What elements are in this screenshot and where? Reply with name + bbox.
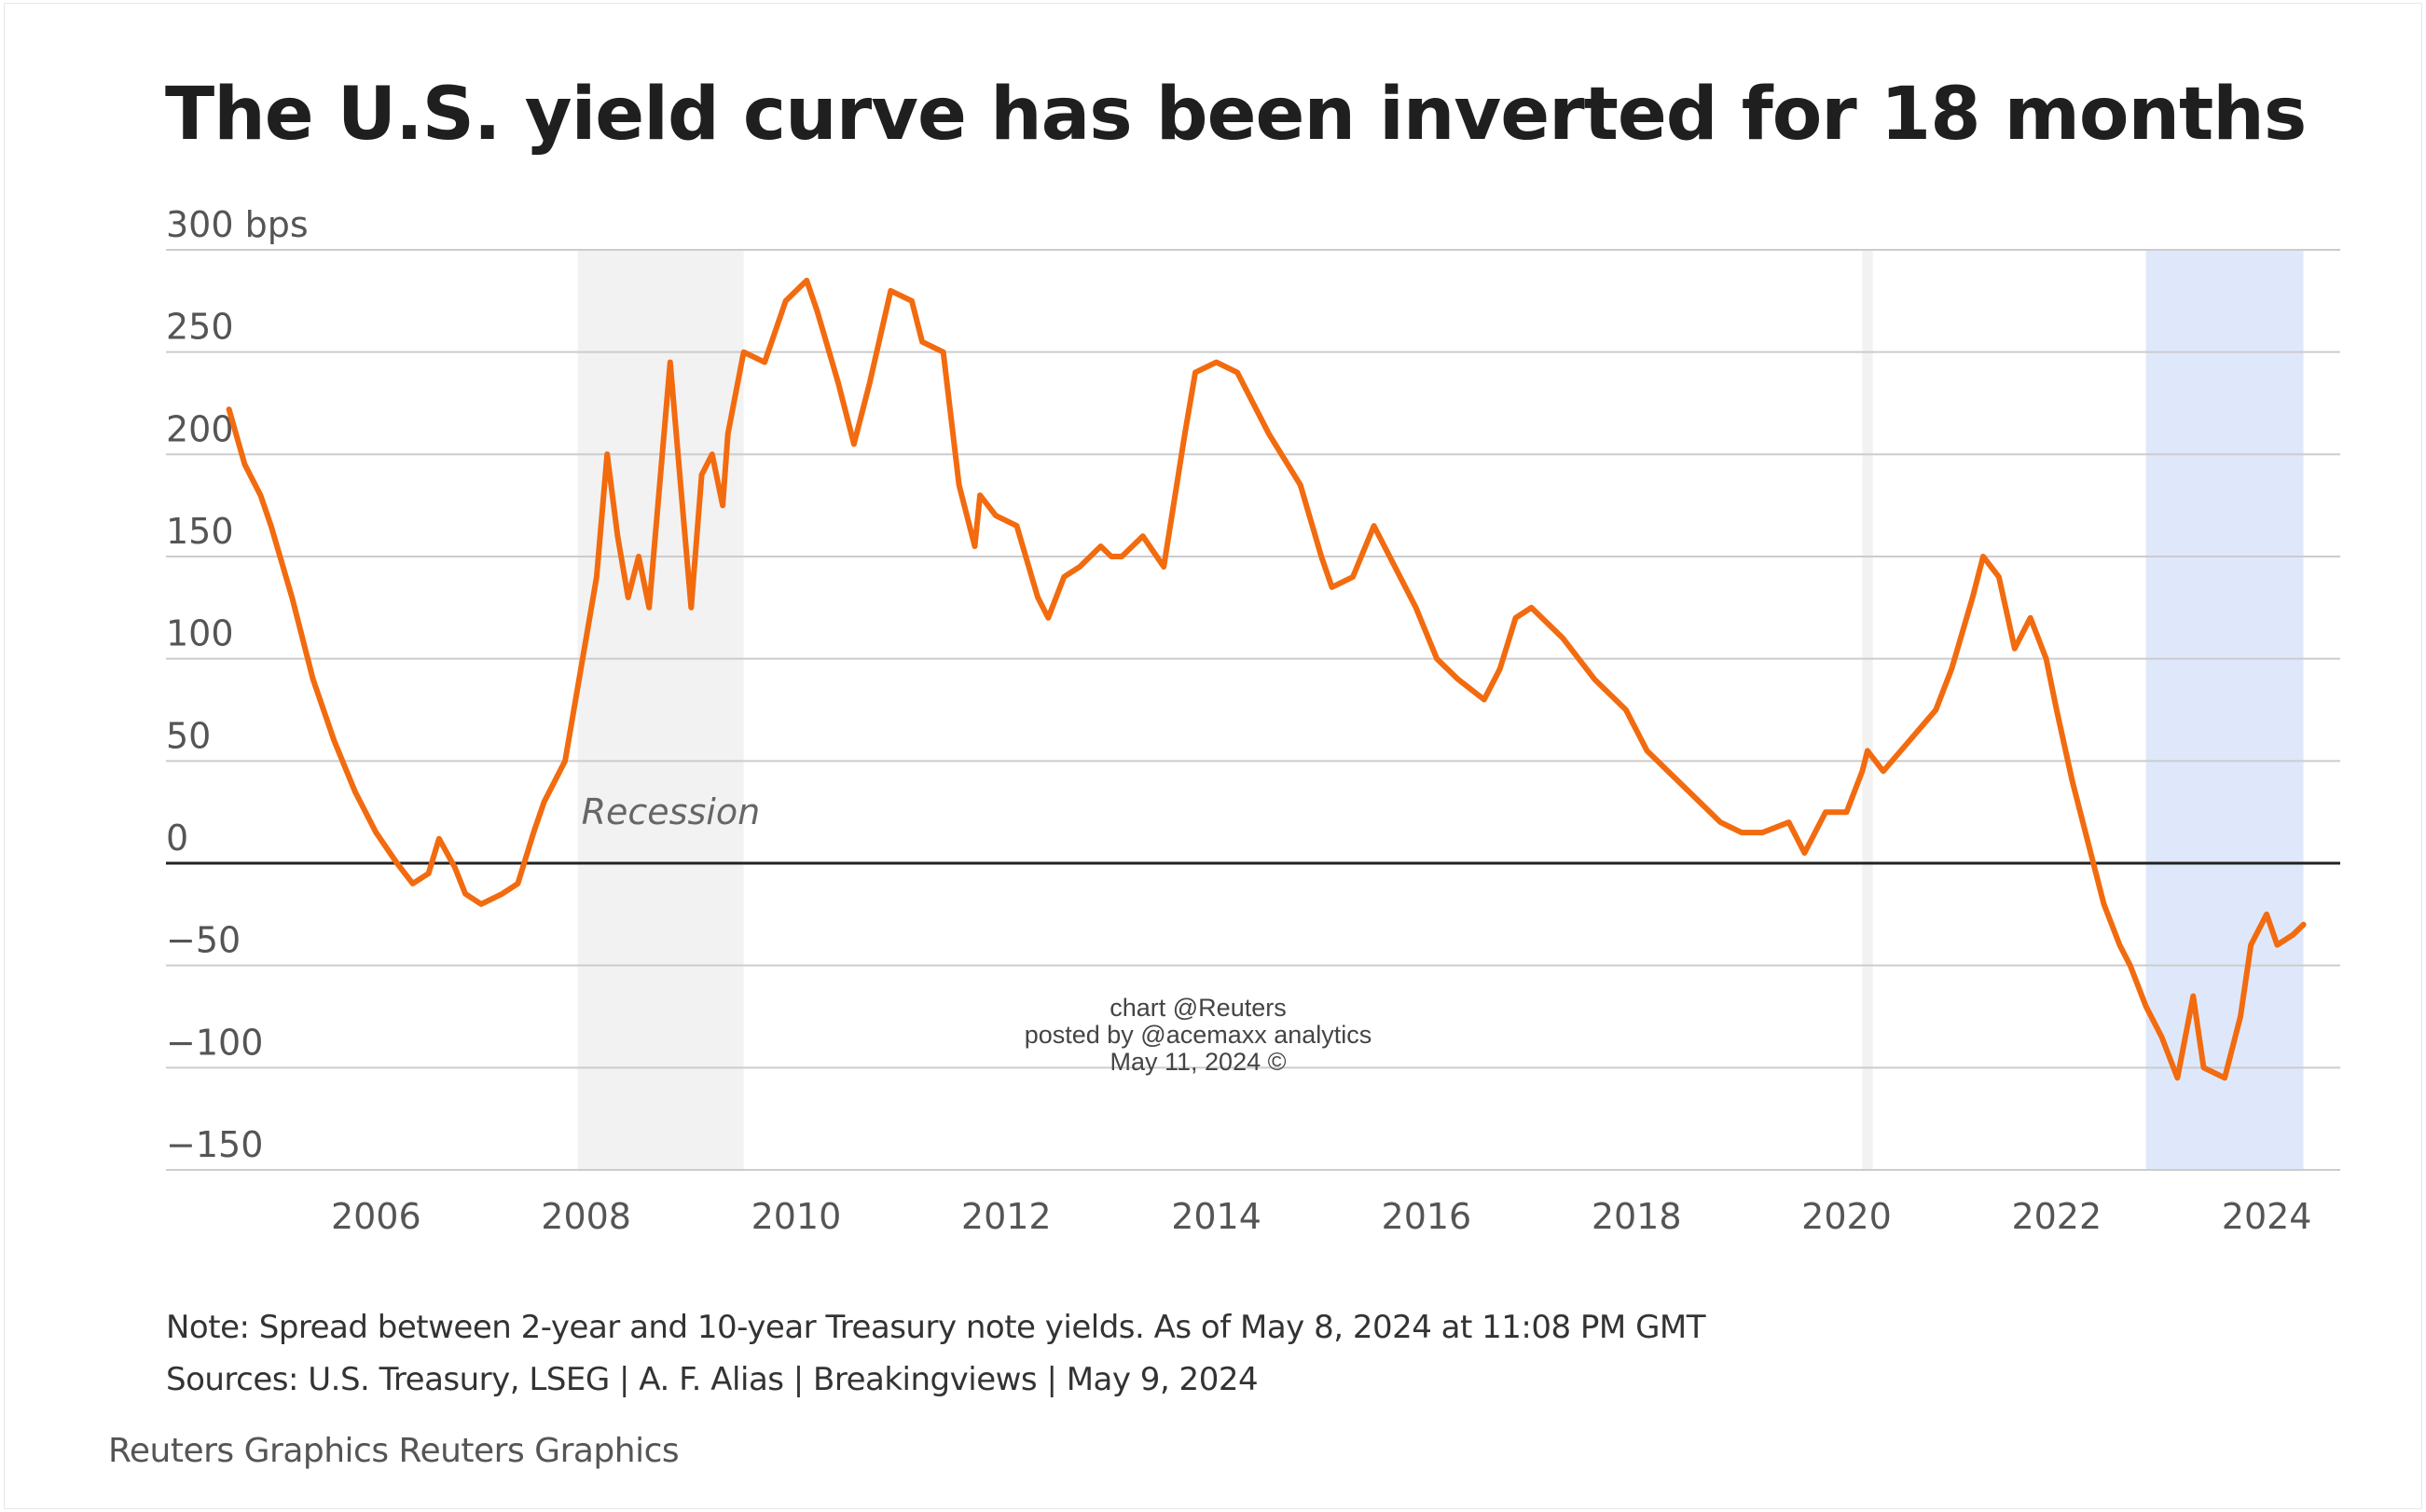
recession-band <box>1862 250 1873 1170</box>
y-tick-label: 0 <box>166 818 188 859</box>
recession-label: Recession <box>582 791 761 832</box>
yield-spread-line <box>226 277 2307 1081</box>
x-tick-label: 2010 <box>751 1196 842 1237</box>
y-tick-label: 200 <box>166 408 234 449</box>
watermark-line: May 11, 2024 © <box>1110 1048 1287 1076</box>
chart-note: Note: Spread between 2-year and 10-year … <box>166 1309 1706 1346</box>
inversion-band <box>2145 250 2304 1170</box>
x-tick-label: 2022 <box>2011 1196 2102 1237</box>
x-tick-label: 2006 <box>331 1196 421 1237</box>
y-tick-label: 100 <box>166 613 234 654</box>
x-tick-label: 2012 <box>961 1196 1052 1237</box>
y-tick-label: 250 <box>166 307 234 348</box>
chart-sources: Sources: U.S. Treasury, LSEG | A. F. Ali… <box>166 1361 1259 1398</box>
x-tick-label: 2016 <box>1382 1196 1472 1237</box>
watermark-line: posted by @acemaxx analytics <box>1025 1021 1372 1049</box>
x-tick-label: 2024 <box>2222 1196 2312 1237</box>
watermark-line: chart @Reuters <box>1110 994 1286 1022</box>
x-tick-label: 2008 <box>541 1196 631 1237</box>
chart-frame <box>4 3 2422 1509</box>
y-tick-label: −50 <box>166 920 241 961</box>
y-tick-label: −100 <box>166 1022 263 1063</box>
y-tick-label: 150 <box>166 511 234 552</box>
x-tick-label: 2020 <box>1801 1196 1892 1237</box>
y-tick-label: 300 bps <box>166 204 309 245</box>
y-tick-label: 50 <box>166 715 211 756</box>
x-tick-label: 2014 <box>1171 1196 1261 1237</box>
x-tick-label: 2018 <box>1592 1196 1682 1237</box>
y-tick-label: −150 <box>166 1124 263 1165</box>
chart-credit: Reuters Graphics Reuters Graphics <box>108 1432 680 1470</box>
chart-title: The U.S. yield curve has been inverted f… <box>165 73 2307 157</box>
recession-band <box>577 250 744 1170</box>
